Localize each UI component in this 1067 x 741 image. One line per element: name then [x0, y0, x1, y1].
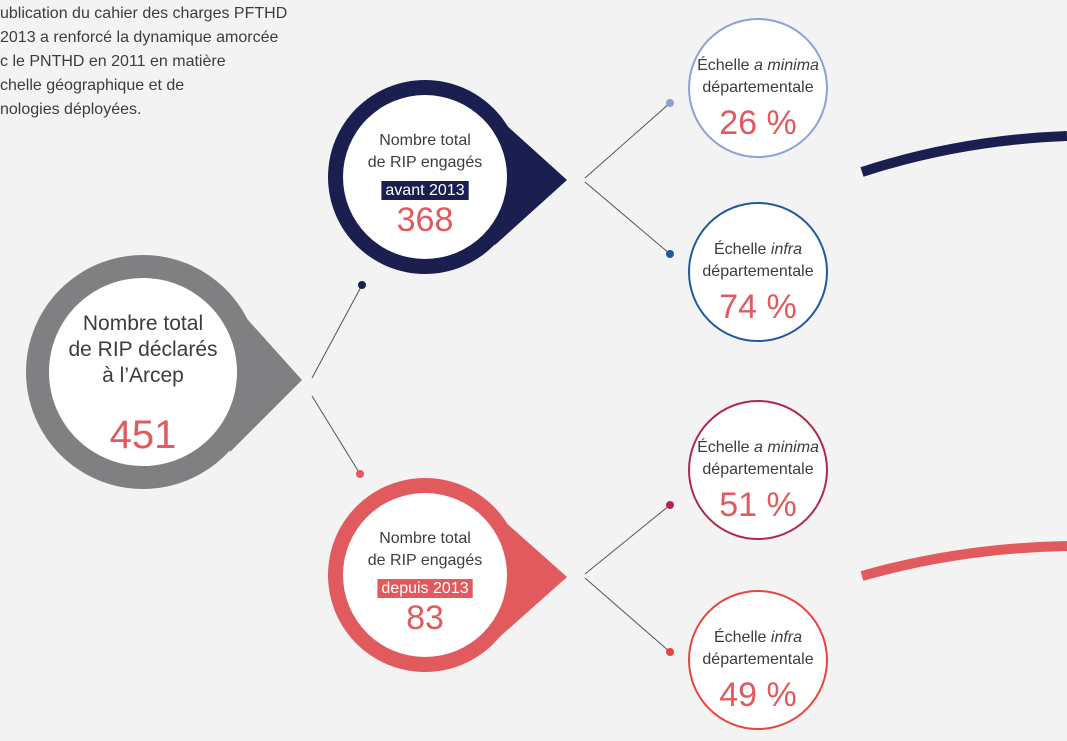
leaf-italic: a minima [754, 439, 819, 456]
intro-line: chelle géographique et de [0, 77, 184, 94]
leaf-prefix: Échelle [697, 437, 750, 456]
branch-label: de RIP engagés [368, 154, 482, 171]
root-label: à l’Arcep [102, 364, 184, 387]
leaf-value: 26 % [719, 104, 797, 142]
leaf-value: 51 % [719, 486, 797, 524]
connectors [311, 102, 671, 653]
highlight-box [377, 579, 473, 598]
intro-line: ublication du cahier des charges PFTHD [0, 5, 287, 22]
leaf-label: Échelle a minima [697, 55, 819, 74]
root-label: de RIP déclarés [68, 338, 217, 361]
leaf-italic: infra [771, 629, 802, 646]
branch-bubble [328, 478, 567, 672]
leaf-value: 49 % [719, 676, 797, 714]
branch-value: 83 [406, 599, 444, 637]
branch-value: 368 [397, 201, 454, 239]
leaf-prefix: Échelle [714, 627, 767, 646]
branch-label: Nombre total [379, 530, 471, 547]
leaf-italic: infra [771, 241, 802, 258]
leaf-line: départementale [702, 651, 813, 668]
leaf-prefix: Échelle [697, 55, 750, 74]
leaf-circles [688, 18, 828, 730]
leaf-line: départementale [702, 79, 813, 96]
branch-label: Nombre total [379, 132, 471, 149]
arc [860, 131, 1067, 177]
intro-line: c le PNTHD en 2011 en matière [0, 53, 226, 70]
leaf-label: Échelle infra [714, 627, 802, 646]
arc [860, 541, 1067, 581]
leaf-italic: a minima [754, 57, 819, 74]
leaf-line: départementale [702, 263, 813, 280]
leaf-prefix: Échelle [714, 239, 767, 258]
leaf-line: départementale [702, 461, 813, 478]
branch-highlight: depuis 2013 [381, 580, 468, 597]
root-label: Nombre total [83, 312, 203, 335]
branch-highlight: avant 2013 [385, 182, 464, 199]
intro-line: 2013 a renforcé la dynamique amorcée [0, 29, 278, 46]
highlight-box [381, 181, 469, 200]
intro-line: nologies déployées. [0, 101, 141, 118]
leaf-value: 74 % [719, 288, 797, 326]
leaf-label: Échelle a minima [697, 437, 819, 456]
root-value: 451 [110, 413, 177, 457]
branch-label: de RIP engagés [368, 552, 482, 569]
branch-bubble [328, 80, 567, 274]
leaf-label: Échelle infra [714, 239, 802, 258]
root-bubble [26, 255, 302, 489]
